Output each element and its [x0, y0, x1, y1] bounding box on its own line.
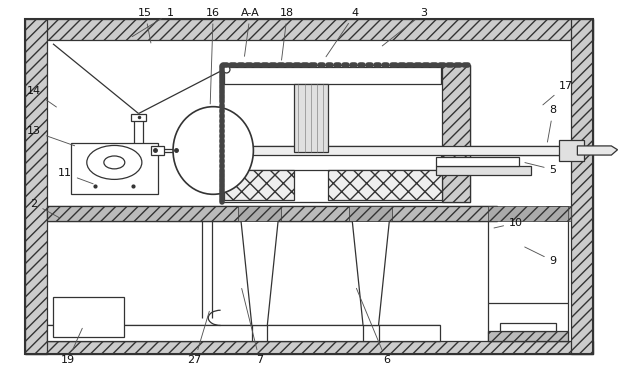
- Bar: [222, 65, 470, 202]
- Bar: [571, 19, 593, 354]
- Bar: [53, 297, 124, 337]
- Text: 17: 17: [543, 81, 572, 105]
- Text: 11: 11: [58, 168, 93, 184]
- Bar: [25, 19, 593, 354]
- Bar: [238, 206, 281, 221]
- Bar: [349, 206, 392, 221]
- Text: A-A: A-A: [241, 8, 260, 56]
- Bar: [500, 323, 556, 331]
- Bar: [488, 331, 568, 341]
- Bar: [131, 114, 146, 121]
- Text: 7: 7: [242, 288, 263, 365]
- Bar: [488, 206, 568, 221]
- Bar: [151, 146, 164, 155]
- Bar: [328, 170, 442, 200]
- Bar: [224, 67, 441, 84]
- Bar: [47, 206, 497, 221]
- Bar: [559, 140, 583, 161]
- Circle shape: [87, 146, 142, 179]
- Bar: [436, 166, 531, 175]
- Text: 19: 19: [61, 328, 82, 365]
- Text: 18: 18: [281, 8, 294, 60]
- Bar: [294, 84, 328, 152]
- Text: 10: 10: [494, 218, 523, 228]
- Bar: [71, 143, 158, 194]
- Bar: [47, 325, 440, 341]
- Text: 8: 8: [548, 106, 557, 142]
- Bar: [59, 32, 559, 342]
- Bar: [224, 152, 441, 170]
- Text: 3: 3: [383, 8, 427, 46]
- Bar: [546, 206, 571, 221]
- Circle shape: [104, 156, 125, 169]
- Text: 4: 4: [326, 8, 359, 57]
- Polygon shape: [241, 221, 278, 325]
- Bar: [25, 341, 593, 354]
- Bar: [224, 170, 294, 200]
- Text: 5: 5: [525, 163, 557, 174]
- Bar: [222, 146, 574, 155]
- Bar: [25, 19, 47, 354]
- Bar: [25, 19, 593, 40]
- Text: 14: 14: [27, 86, 56, 107]
- Ellipse shape: [173, 107, 253, 194]
- Text: 9: 9: [525, 247, 557, 266]
- Polygon shape: [577, 146, 617, 155]
- Polygon shape: [352, 221, 389, 325]
- Text: 16: 16: [206, 8, 220, 104]
- Bar: [436, 157, 519, 166]
- Text: 13: 13: [27, 126, 75, 146]
- Text: 27: 27: [187, 311, 210, 365]
- Text: 1: 1: [132, 8, 174, 37]
- Bar: [488, 303, 568, 341]
- Text: 6: 6: [357, 288, 390, 365]
- Text: 2: 2: [30, 199, 59, 218]
- Text: 15: 15: [138, 8, 152, 43]
- Bar: [442, 65, 470, 202]
